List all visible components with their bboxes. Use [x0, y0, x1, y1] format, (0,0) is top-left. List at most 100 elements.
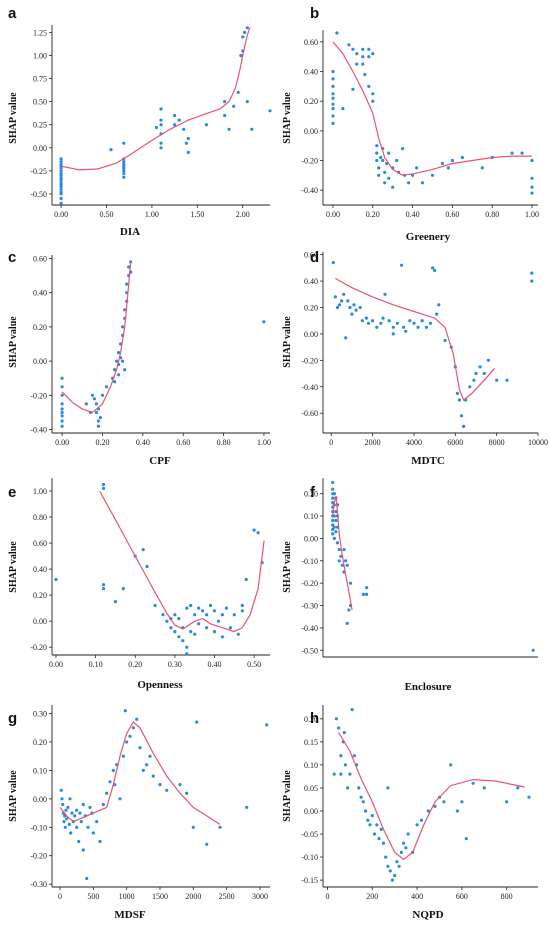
data-point — [173, 123, 177, 127]
panel-letter: f — [310, 484, 316, 501]
data-point — [98, 839, 102, 844]
y-tick-label: -0.10 — [30, 823, 47, 832]
data-point — [460, 155, 464, 160]
x-tick-label: 10000 — [528, 438, 548, 447]
data-point — [390, 878, 394, 882]
data-point — [189, 630, 193, 634]
data-point — [232, 613, 236, 617]
data-point — [60, 424, 64, 428]
data-point — [250, 127, 254, 131]
data-point — [66, 805, 70, 810]
x-tick-label: 0.40 — [136, 438, 150, 447]
data-point — [428, 321, 433, 325]
data-point — [340, 563, 344, 567]
data-point — [193, 613, 197, 617]
y-tick-label: 1.25 — [33, 28, 47, 37]
data-point — [216, 619, 221, 623]
data-point — [379, 321, 383, 325]
data-point — [371, 99, 375, 103]
data-point — [361, 62, 365, 66]
data-point — [335, 31, 339, 35]
data-point — [331, 261, 335, 265]
data-point — [78, 811, 82, 815]
data-point — [371, 52, 375, 56]
data-point — [342, 731, 346, 735]
data-point — [60, 385, 64, 389]
chart-panel-a: 0.00 0.50 1.00 1.50 2.00 -0.50 -0.25 0.00 0.25 0.… — [8, 5, 272, 238]
data-point — [94, 402, 98, 406]
data-point — [361, 55, 365, 59]
fit-curve — [335, 277, 496, 401]
data-point — [366, 818, 370, 822]
y-tick-label: 1.00 — [33, 51, 47, 60]
data-point — [383, 181, 387, 185]
y-tick-label: -0.20 — [30, 391, 47, 400]
data-point — [131, 726, 135, 730]
data-point — [510, 151, 514, 155]
data-point — [415, 823, 419, 827]
y-tick-label: -0.30 — [30, 880, 47, 889]
y-tick-label: 0.40 — [304, 68, 318, 77]
data-point — [375, 144, 379, 148]
x-axis-label: MDSF — [114, 909, 145, 921]
panel-letter: a — [8, 5, 17, 22]
y-axis-label: SHAP value — [8, 770, 19, 822]
data-point — [430, 173, 435, 177]
data-point — [457, 398, 461, 402]
data-point — [341, 107, 345, 111]
data-point — [60, 407, 64, 411]
data-point — [252, 528, 256, 532]
data-point — [60, 414, 64, 418]
data-point — [191, 825, 195, 829]
x-tick-label: 0.00 — [326, 210, 340, 219]
x-axis-label: Greenery — [406, 231, 451, 243]
data-point — [91, 831, 95, 835]
data-point — [122, 175, 126, 179]
y-axis-label: SHAP value — [8, 316, 19, 368]
data-point — [223, 113, 227, 118]
y-tick-label: -0.10 — [301, 853, 318, 862]
data-point — [100, 393, 105, 397]
data-point — [101, 482, 106, 487]
data-point — [59, 178, 63, 182]
panel-letter: c — [8, 249, 16, 266]
data-point — [435, 312, 439, 316]
y-tick-label: -0.20 — [30, 852, 47, 861]
data-point — [181, 639, 185, 643]
data-point — [384, 855, 388, 859]
data-point — [101, 802, 105, 807]
y-tick-label: 0.60 — [33, 539, 47, 548]
data-point — [348, 305, 352, 310]
data-point — [158, 783, 162, 787]
data-point — [96, 419, 100, 423]
data-point — [505, 378, 509, 382]
y-axis-label: SHAP value — [8, 92, 19, 144]
data-point — [59, 788, 63, 792]
data-point — [244, 577, 248, 582]
y-tick-label: -0.40 — [301, 383, 318, 392]
data-point — [351, 47, 355, 51]
data-point — [459, 414, 464, 418]
data-point — [185, 652, 189, 656]
y-tick-label: -0.20 — [301, 356, 318, 365]
x-tick-label: 0.20 — [128, 660, 142, 669]
data-point — [395, 158, 399, 163]
data-point — [245, 100, 249, 104]
data-point — [426, 809, 430, 813]
data-point — [59, 196, 63, 201]
data-point — [350, 708, 354, 712]
data-point — [350, 312, 354, 316]
data-point — [331, 487, 335, 491]
chart-panel-e: 0.00 0.10 0.20 0.30 0.40 0.50-0.200.000.200.4… — [8, 478, 270, 691]
x-tick-label: 3000 — [252, 892, 268, 901]
data-point — [177, 118, 181, 122]
y-tick-label: 0.20 — [33, 591, 47, 600]
y-tick-label: -0.20 — [301, 579, 318, 588]
data-point — [148, 754, 152, 758]
x-axis-label: CPF — [149, 455, 171, 467]
data-point — [332, 536, 336, 541]
data-point — [527, 795, 531, 799]
fit-curve — [60, 27, 251, 171]
data-point — [86, 825, 90, 829]
data-point — [236, 632, 240, 636]
